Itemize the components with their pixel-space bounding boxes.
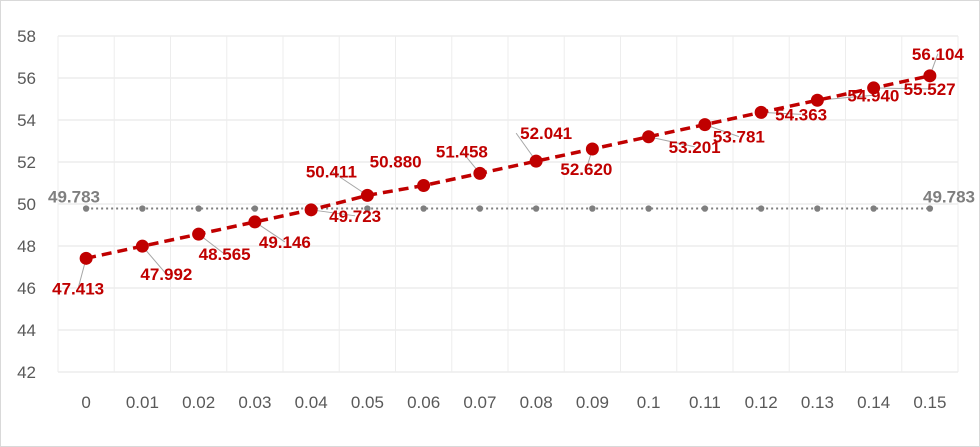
series-point [135, 239, 149, 253]
x-axis: 0 0.01 0.02 0.03 0.04 0.05 0.06 0.07 0.08 0.09 0.1… [81, 393, 946, 412]
x-tick-label: 0.07 [463, 393, 496, 412]
data-label: 52.041 [520, 124, 572, 143]
y-tick-label: 46 [17, 279, 36, 298]
data-label: 53.781 [713, 128, 765, 147]
reference-point [420, 205, 427, 212]
grid [57, 35, 959, 373]
data-label: 52.620 [560, 160, 612, 179]
reference-point [589, 205, 596, 212]
x-tick-label: 0.08 [520, 393, 553, 412]
series-point [698, 118, 712, 132]
x-tick-label: 0.02 [182, 393, 215, 412]
series-point [79, 251, 93, 265]
data-label: 51.458 [436, 142, 488, 161]
x-tick-label: 0.15 [913, 393, 946, 412]
x-tick-label: 0.11 [689, 393, 721, 412]
reference-point [476, 205, 484, 212]
reference-point [870, 205, 877, 212]
reference-point [195, 205, 202, 212]
series-point [867, 81, 881, 95]
reference-point [814, 205, 821, 212]
series-point [473, 166, 487, 180]
data-label: 48.565 [199, 245, 251, 264]
series-point [585, 142, 599, 156]
y-tick-label: 52 [17, 153, 36, 172]
leader-line [331, 170, 368, 196]
series-point [192, 227, 206, 241]
data-label: 53.201 [669, 138, 721, 157]
y-tick-label: 54 [17, 111, 36, 130]
data-label: 50.880 [370, 153, 422, 172]
y-tick-label: 50 [17, 195, 36, 214]
series-point [754, 105, 768, 119]
y-tick-label: 44 [17, 321, 36, 340]
data-labels: 49.783 49.783 47.413 47.992 48.565 49.146 49.7… [48, 45, 975, 299]
leader-line [648, 136, 695, 148]
x-tick-label: 0.12 [745, 393, 778, 412]
data-label: 49.723 [329, 207, 381, 226]
x-tick-label: 0.04 [295, 393, 328, 412]
data-label: 50.411 [306, 162, 357, 181]
x-tick-label: 0.14 [857, 393, 890, 412]
reference-point [645, 205, 652, 212]
series-point [304, 203, 318, 217]
x-tick-label: 0.03 [238, 393, 271, 412]
x-tick-label: 0.09 [576, 393, 609, 412]
series-point [417, 179, 431, 193]
leader-line [873, 87, 930, 90]
data-label: 55.527 [904, 80, 956, 99]
y-tick-label: 56 [17, 69, 36, 88]
data-label: 47.992 [140, 265, 192, 284]
main-series [79, 69, 937, 265]
x-tick-label: 0.13 [801, 393, 834, 412]
data-label: 54.940 [847, 86, 899, 105]
data-label: 49.146 [259, 233, 311, 252]
reference-point [364, 205, 371, 212]
reference-label-start: 49.783 [48, 188, 100, 207]
reference-label-end: 49.783 [923, 188, 975, 207]
reference-point [532, 205, 540, 212]
data-label: 56.104 [912, 45, 965, 64]
series-point [529, 154, 543, 168]
series-point [810, 93, 824, 107]
y-tick-label: 58 [17, 27, 36, 46]
x-tick-label: 0.05 [351, 393, 384, 412]
reference-point [251, 205, 259, 212]
reference-point [926, 205, 934, 212]
reference-point [757, 205, 765, 212]
data-label: 47.413 [52, 279, 104, 298]
x-tick-label: 0.1 [637, 393, 661, 412]
series-point [248, 215, 262, 229]
x-tick-label: 0.06 [407, 393, 440, 412]
x-tick-label: 0 [81, 393, 90, 412]
reference-point [139, 205, 146, 212]
data-label: 54.363 [775, 105, 827, 124]
reference-point [82, 205, 90, 212]
reference-point [701, 205, 709, 212]
leader-line [311, 209, 356, 217]
series-point [923, 69, 937, 83]
x-tick-label: 0.01 [126, 393, 159, 412]
y-tick-label: 42 [17, 363, 36, 382]
series-point [360, 188, 374, 202]
y-axis: 42 44 46 48 50 52 54 56 58 [17, 27, 36, 382]
series-point [642, 130, 656, 144]
y-tick-label: 48 [17, 237, 36, 256]
